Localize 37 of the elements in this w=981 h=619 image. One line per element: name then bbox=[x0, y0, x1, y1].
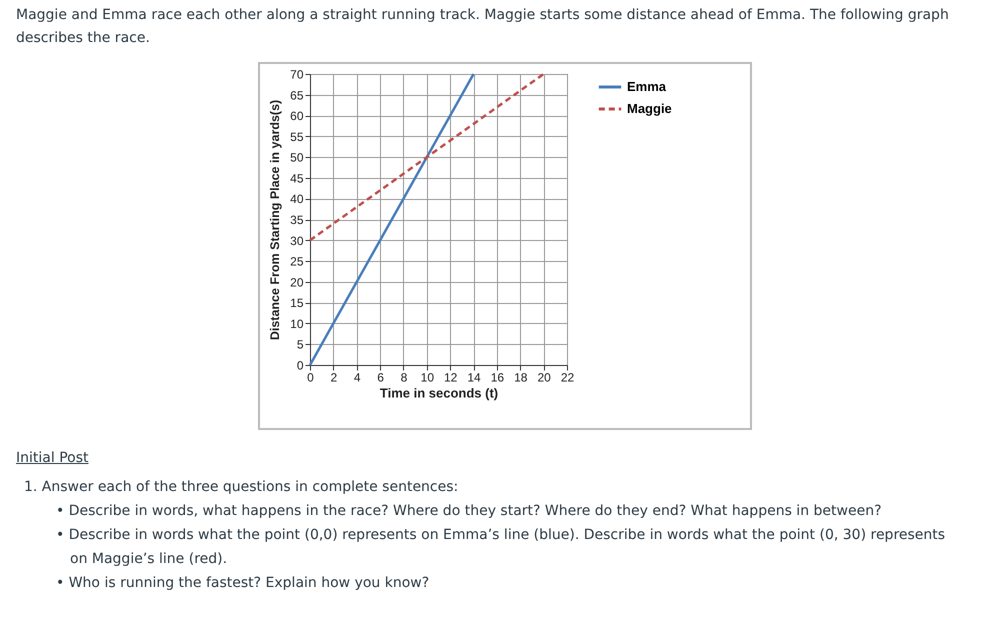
y-tick-label: 35 bbox=[290, 213, 304, 227]
text: • Describe in words what the point (0,0) represents on Emma’s line (blue). Describe in words what the point (0, 30) represents on Maggie’s line (red). bbox=[56, 526, 946, 569]
y-tick-label: 20 bbox=[290, 275, 304, 290]
x-tick-label: 22 bbox=[560, 370, 574, 384]
y-tick-label: 55 bbox=[290, 130, 304, 144]
chart-title: Maggie and Emma race each other along a straight running track. Maggie starts some distance ahead of Emma. The following graph describes the race. bbox=[16, 6, 950, 48]
y-tick-label: 50 bbox=[290, 150, 304, 165]
y-tick-label: 5 bbox=[296, 338, 304, 352]
legend-label: Maggie bbox=[627, 101, 672, 116]
text: 1. Answer each of the three questions in complete sentences: bbox=[24, 478, 460, 497]
y-tick-label: 45 bbox=[290, 171, 304, 186]
y-tick-label: 10 bbox=[290, 316, 304, 331]
y-tick-label: 30 bbox=[290, 234, 304, 248]
y-tick-label: 40 bbox=[290, 192, 304, 206]
text: • Describe in words, what happens in the race? Where do they start? Where do they end? What happens in between? bbox=[56, 502, 882, 521]
x-tick-label: 4 bbox=[354, 370, 361, 384]
y-tick-label: 25 bbox=[290, 254, 304, 269]
x-tick-label: 12 bbox=[444, 370, 458, 384]
x-tick-label: 8 bbox=[400, 370, 408, 384]
text: Initial Post bbox=[16, 450, 90, 466]
x-tick-label: 18 bbox=[514, 370, 528, 384]
x-tick-label: 14 bbox=[467, 370, 482, 384]
x-tick-label: 2 bbox=[330, 370, 338, 384]
y-tick-label: 0 bbox=[296, 358, 304, 372]
y-tick-label: 70 bbox=[290, 68, 304, 82]
text: • Who is running the fastest? Explain how you know? bbox=[56, 574, 430, 593]
legend-label: Emma bbox=[627, 79, 667, 94]
x-tick-label: 10 bbox=[420, 370, 434, 384]
x-tick-label: 6 bbox=[377, 370, 384, 384]
x-tick-label: 16 bbox=[490, 370, 504, 384]
x-tick-label: 20 bbox=[537, 370, 552, 384]
y-tick-label: 65 bbox=[290, 88, 304, 102]
x-axis-title: Time in seconds (t) bbox=[380, 386, 498, 400]
y-tick-label: 60 bbox=[290, 109, 304, 124]
y-axis-title: Distance From Starting Place in yards(s) bbox=[268, 100, 282, 340]
y-tick-label: 15 bbox=[290, 296, 304, 310]
x-tick-label: 0 bbox=[307, 370, 314, 384]
